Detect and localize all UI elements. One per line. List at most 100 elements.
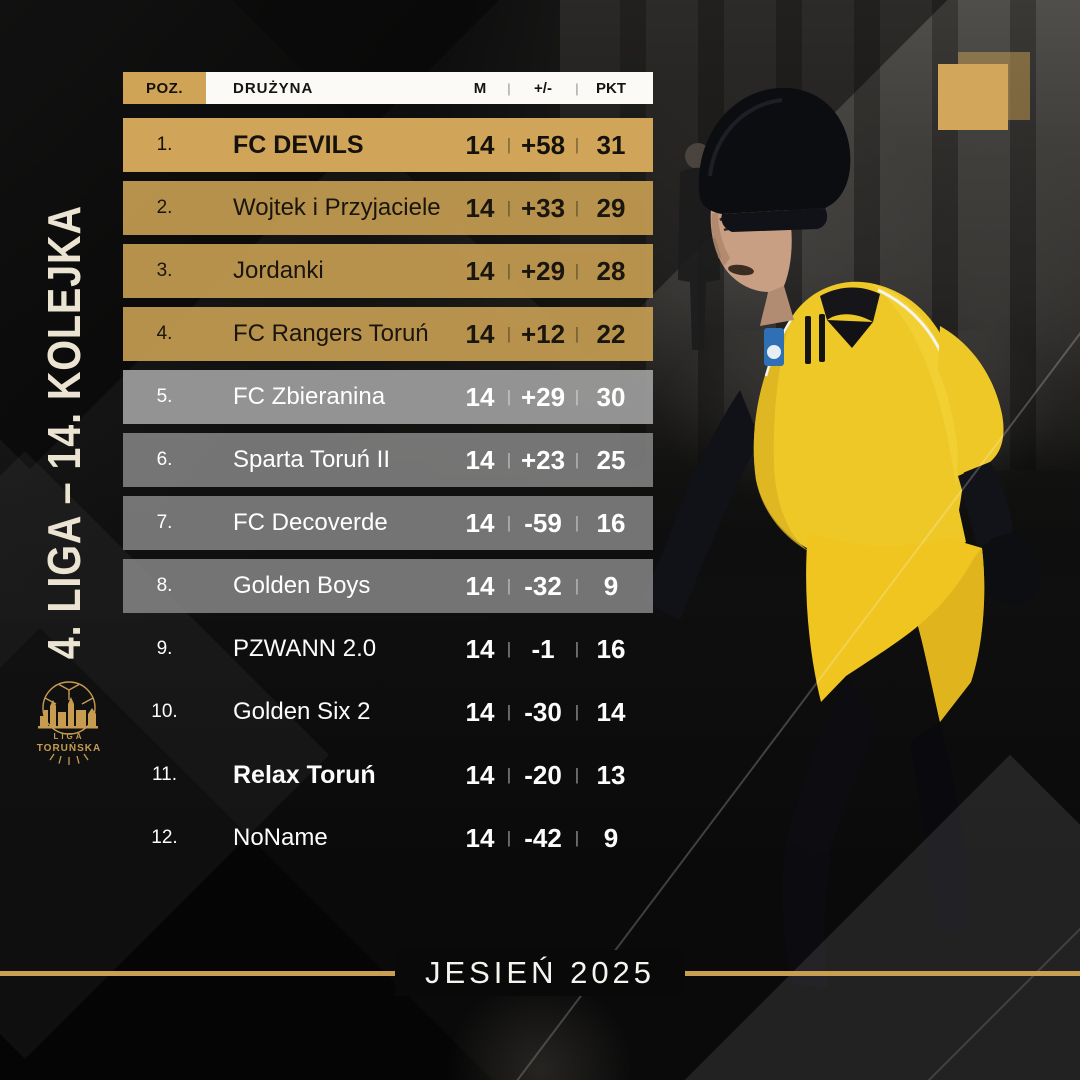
standings-table: POZ. DRUŻYNA M | +/- | PKT 1. FC DEVILS … bbox=[123, 72, 653, 874]
column-separator: | bbox=[574, 513, 580, 532]
ball-icon bbox=[42, 681, 96, 735]
table-row: 11. Relax Toruń 14 | -20 | 13 bbox=[123, 748, 653, 802]
row-position: 5. bbox=[156, 386, 173, 407]
row-team-name: FC Rangers Toruń bbox=[233, 320, 429, 347]
row-position: 6. bbox=[156, 449, 173, 470]
row-matches: 14 bbox=[465, 759, 495, 790]
league-round-title: 4. LIGA – 14. KOLEJKA bbox=[38, 205, 90, 660]
table-row: 4. FC Rangers Toruń 14 | +12 | 22 bbox=[123, 307, 653, 361]
row-points: 9 bbox=[603, 822, 619, 853]
row-team-name: Golden Six 2 bbox=[233, 698, 371, 725]
row-goal-diff: +29 bbox=[520, 255, 566, 286]
column-separator: | bbox=[575, 80, 579, 96]
background-photo-snow bbox=[640, 330, 1080, 530]
row-team-name: FC DEVILS bbox=[233, 130, 364, 159]
liga-torunska-logo: LIGA TORUŃSKA bbox=[37, 681, 101, 765]
table-row: 6. Sparta Toruń II 14 | +23 | 25 bbox=[123, 433, 653, 487]
table-row: 3. Jordanki 14 | +29 | 28 bbox=[123, 244, 653, 298]
table-row: 10. Golden Six 2 14 | -30 | 14 bbox=[123, 685, 653, 739]
table-row: 2. Wojtek i Przyjaciele 14 | +33 | 29 bbox=[123, 181, 653, 235]
row-matches: 14 bbox=[465, 507, 495, 538]
row-points: 16 bbox=[596, 633, 626, 664]
row-matches: 14 bbox=[465, 192, 495, 223]
row-goal-diff: -42 bbox=[524, 822, 562, 853]
row-points: 28 bbox=[596, 255, 626, 286]
column-separator: | bbox=[506, 261, 512, 280]
row-matches: 14 bbox=[465, 822, 495, 853]
row-goal-diff: +33 bbox=[520, 192, 566, 223]
logo-line2: TORUŃSKA bbox=[37, 741, 101, 754]
row-points: 13 bbox=[596, 759, 626, 790]
column-separator: | bbox=[506, 765, 512, 784]
column-separator: | bbox=[506, 198, 512, 217]
column-separator: | bbox=[574, 828, 580, 847]
row-points: 29 bbox=[596, 192, 626, 223]
row-matches: 14 bbox=[465, 696, 495, 727]
column-separator: | bbox=[507, 80, 511, 96]
row-matches: 14 bbox=[465, 129, 495, 160]
row-points: 25 bbox=[596, 444, 626, 475]
row-team-name: Wojtek i Przyjaciele bbox=[233, 194, 441, 221]
row-points: 22 bbox=[596, 318, 626, 349]
row-position: 7. bbox=[156, 512, 173, 533]
row-points: 9 bbox=[603, 570, 619, 601]
player-photo bbox=[642, 87, 1041, 988]
row-goal-diff: -59 bbox=[524, 507, 562, 538]
header-matches: M bbox=[473, 79, 487, 97]
row-points: 16 bbox=[596, 507, 626, 538]
row-goal-diff: +29 bbox=[520, 381, 566, 412]
column-separator: | bbox=[574, 639, 580, 658]
row-goal-diff: +23 bbox=[520, 444, 566, 475]
column-separator: | bbox=[574, 765, 580, 784]
row-team-name: Golden Boys bbox=[233, 572, 371, 599]
table-header-row: POZ. DRUŻYNA M | +/- | PKT bbox=[123, 72, 653, 104]
season-label: JESIEŃ 2025 bbox=[394, 950, 686, 996]
row-matches: 14 bbox=[465, 318, 495, 349]
column-separator: | bbox=[506, 450, 512, 469]
table-row: 5. FC Zbieranina 14 | +29 | 30 bbox=[123, 370, 653, 424]
table-header-right: DRUŻYNA M | +/- | PKT bbox=[206, 72, 653, 104]
header-points: PKT bbox=[596, 79, 626, 97]
column-separator: | bbox=[574, 387, 580, 406]
row-matches: 14 bbox=[465, 633, 495, 664]
row-position: 12. bbox=[151, 827, 178, 848]
row-position: 11. bbox=[151, 764, 177, 785]
table-row: 1. FC DEVILS 14 | +58 | 31 bbox=[123, 118, 653, 172]
header-team: DRUŻYNA bbox=[233, 79, 314, 97]
row-team-name: Relax Toruń bbox=[233, 760, 376, 789]
season-label-wrap: JESIEŃ 2025 bbox=[0, 950, 1080, 996]
row-matches: 14 bbox=[465, 381, 495, 412]
row-goal-diff: -32 bbox=[524, 570, 562, 601]
row-position: 8. bbox=[156, 575, 173, 596]
column-separator: | bbox=[574, 576, 580, 595]
column-separator: | bbox=[574, 135, 580, 154]
row-team-name: Jordanki bbox=[233, 257, 324, 284]
column-separator: | bbox=[506, 576, 512, 595]
column-separator: | bbox=[506, 513, 512, 532]
column-separator: | bbox=[506, 828, 512, 847]
decor-diamond-light-bottom-right bbox=[684, 754, 1080, 1080]
row-matches: 14 bbox=[465, 255, 495, 286]
row-position: 4. bbox=[156, 323, 173, 344]
row-team-name: PZWANN 2.0 bbox=[233, 635, 377, 662]
column-separator: | bbox=[574, 261, 580, 280]
column-separator: | bbox=[506, 135, 512, 154]
row-points: 30 bbox=[596, 381, 626, 412]
bystander-silhouette bbox=[678, 143, 720, 350]
column-separator: | bbox=[574, 450, 580, 469]
table-row: 7. FC Decoverde 14 | -59 | 16 bbox=[123, 496, 653, 550]
row-goal-diff: -30 bbox=[524, 696, 562, 727]
decor-square-front bbox=[938, 64, 1008, 130]
logo-line1: LIGA bbox=[53, 732, 84, 741]
row-team-name: FC Zbieranina bbox=[233, 383, 386, 410]
logo-rays-icon bbox=[49, 753, 89, 765]
column-separator: | bbox=[506, 702, 512, 721]
table-body: 1. FC DEVILS 14 | +58 | 31 2. Wojtek i P… bbox=[123, 118, 653, 865]
city-skyline-icon bbox=[38, 697, 98, 729]
table-row: 9. PZWANN 2.0 14 | -1 | 16 bbox=[123, 622, 653, 676]
row-goal-diff: +12 bbox=[520, 318, 566, 349]
table-row: 8. Golden Boys 14 | -32 | 9 bbox=[123, 559, 653, 613]
row-position: 2. bbox=[156, 197, 173, 218]
row-points: 14 bbox=[596, 696, 626, 727]
header-position: POZ. bbox=[123, 72, 206, 104]
